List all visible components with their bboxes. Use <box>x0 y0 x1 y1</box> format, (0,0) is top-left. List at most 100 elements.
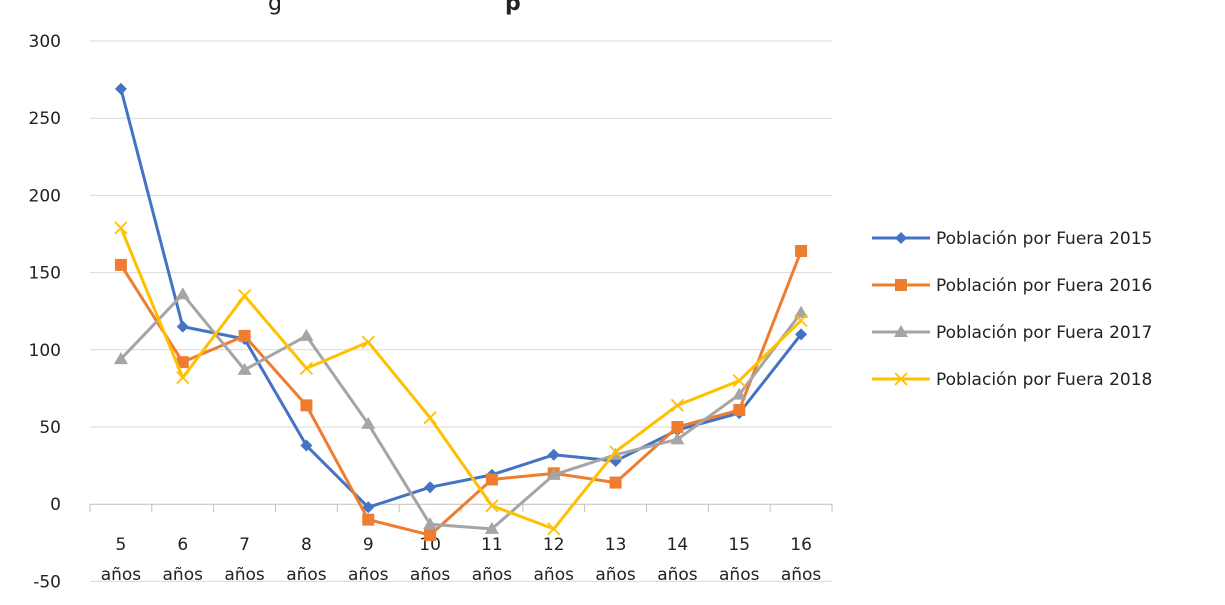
x-tick-number: 11 <box>481 535 503 555</box>
y-axis: 300 250 200 150 100 50 0 -50 <box>29 32 61 592</box>
x-tick-label: 9 años <box>348 535 389 585</box>
x-tick-number: 5 <box>116 535 127 555</box>
data-point <box>237 289 252 303</box>
legend-marker <box>894 372 908 386</box>
data-point <box>795 244 808 257</box>
series-line <box>119 88 803 509</box>
series-2 <box>114 244 808 542</box>
x-tick-unit: años <box>472 565 513 585</box>
legend-entry: Población por Fuera 2017 <box>872 323 1152 343</box>
x-tick-unit: años <box>410 565 451 585</box>
x-tick-unit: años <box>534 565 575 585</box>
data-point <box>113 352 128 365</box>
y-tick-label: 150 <box>29 264 61 284</box>
x-tick-number: 9 <box>363 535 374 555</box>
x-axis <box>89 503 833 513</box>
x-tick-unit: años <box>719 565 760 585</box>
data-point <box>608 445 623 459</box>
y-tick-label: 300 <box>29 32 61 52</box>
x-tick-number: 16 <box>790 535 812 555</box>
x-tick-unit: años <box>286 565 327 585</box>
data-point <box>546 467 561 480</box>
data-point <box>732 387 747 400</box>
y-tick-label: 50 <box>39 418 61 438</box>
series-line <box>119 227 803 531</box>
legend-marker <box>895 279 907 291</box>
data-point <box>114 82 127 95</box>
legend-entry: Población por Fuera 2016 <box>872 276 1152 296</box>
data-point <box>423 517 438 530</box>
data-point <box>485 499 499 513</box>
legend-marker <box>895 232 907 244</box>
data-point <box>300 439 313 452</box>
chart-title-fragment-bold: p <box>505 0 521 16</box>
data-point <box>176 320 189 333</box>
series-1 <box>114 82 808 514</box>
data-point <box>362 501 375 514</box>
data-point <box>114 258 127 271</box>
data-point <box>609 476 622 489</box>
x-tick-label: 13 años <box>595 535 636 585</box>
legend-label: Población por Fuera 2018 <box>936 370 1152 390</box>
data-point <box>361 416 376 429</box>
data-point <box>485 473 498 486</box>
legend-label: Población por Fuera 2015 <box>936 229 1152 249</box>
x-tick-number: 15 <box>728 535 750 555</box>
data-point <box>300 399 313 412</box>
data-point <box>362 513 375 526</box>
data-point <box>299 328 314 341</box>
x-tick-label: 7 años <box>224 535 265 585</box>
x-tick-unit: años <box>595 565 636 585</box>
x-tick-number: 12 <box>543 535 565 555</box>
series-3 <box>113 287 809 534</box>
x-tick-number: 8 <box>301 535 312 555</box>
legend: Población por Fuera 2015 Población por Fu… <box>872 229 1152 390</box>
data-point <box>547 448 560 461</box>
data-point <box>424 529 437 542</box>
x-tick-label: 14 años <box>657 535 698 585</box>
y-tick-label: 250 <box>29 109 61 129</box>
x-tick-label: 8 años <box>286 535 327 585</box>
series-lines <box>113 82 809 542</box>
data-point <box>176 370 190 385</box>
x-tick-number: 13 <box>605 535 627 555</box>
data-point <box>670 398 685 413</box>
y-tick-label: 100 <box>29 341 61 361</box>
series-line <box>119 250 803 537</box>
y-tick-label: 0 <box>50 495 61 515</box>
data-point <box>299 361 314 375</box>
legend-marker <box>894 325 908 337</box>
legend-label: Población por Fuera 2016 <box>936 276 1152 296</box>
x-tick-label: 15 años <box>719 535 760 585</box>
data-point <box>175 287 190 300</box>
data-point <box>237 362 252 375</box>
legend-label: Población por Fuera 2017 <box>936 323 1152 343</box>
x-tick-unit: años <box>348 565 389 585</box>
x-tick-unit: años <box>163 565 204 585</box>
data-point <box>733 404 746 417</box>
y-tick-label: -50 <box>33 572 61 592</box>
data-point <box>794 305 809 318</box>
data-point <box>361 335 375 349</box>
x-tick-label: 16 años <box>781 535 822 585</box>
chart-title-fragment: g <box>268 0 282 16</box>
data-point <box>484 521 499 534</box>
data-point <box>547 522 561 536</box>
data-point <box>732 374 746 388</box>
data-point <box>795 328 808 341</box>
series-4 <box>114 221 808 536</box>
x-tick-label: 5 años <box>101 535 142 585</box>
x-tick-label: 6 años <box>163 535 204 585</box>
x-tick-number: 6 <box>177 535 188 555</box>
data-point <box>670 432 685 445</box>
x-tick-unit: años <box>781 565 822 585</box>
gridlines <box>90 40 832 582</box>
x-tick-label: 10 años <box>410 535 451 585</box>
x-tick-label: 11 años <box>472 535 513 585</box>
x-tick-unit: años <box>101 565 142 585</box>
x-tick-label: 12 años <box>534 535 575 585</box>
data-point <box>238 329 251 342</box>
data-point <box>176 356 189 369</box>
